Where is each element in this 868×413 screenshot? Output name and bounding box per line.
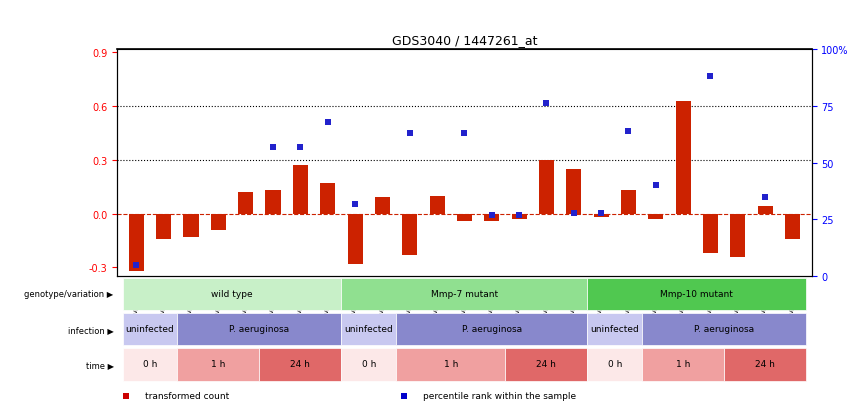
Bar <box>588 278 806 311</box>
Text: GSM196065: GSM196065 <box>215 280 221 322</box>
Bar <box>341 313 396 346</box>
Bar <box>156 214 171 239</box>
Text: 1 h: 1 h <box>676 359 690 368</box>
Text: GSM196084: GSM196084 <box>735 280 740 322</box>
Text: uninfected: uninfected <box>590 324 639 333</box>
Bar <box>648 214 663 219</box>
Text: GSM196063: GSM196063 <box>161 280 167 322</box>
Text: infection ▶: infection ▶ <box>68 325 114 334</box>
Bar <box>177 313 341 346</box>
Text: GSM196073: GSM196073 <box>434 280 440 322</box>
Text: GSM196076: GSM196076 <box>516 280 522 322</box>
Bar <box>675 102 691 214</box>
Bar <box>703 214 718 254</box>
Text: P. aeruginosa: P. aeruginosa <box>462 324 522 333</box>
Text: GSM196062: GSM196062 <box>134 280 140 322</box>
Bar <box>375 198 390 214</box>
Text: GSM196083: GSM196083 <box>707 280 713 322</box>
Bar <box>396 348 505 381</box>
Bar <box>511 214 527 219</box>
Text: 24 h: 24 h <box>291 359 310 368</box>
Bar <box>402 214 418 255</box>
Bar <box>266 191 280 214</box>
Bar <box>730 214 746 257</box>
Bar <box>320 184 335 214</box>
Bar <box>341 278 588 311</box>
Text: genotype/variation ▶: genotype/variation ▶ <box>24 290 114 299</box>
Bar <box>260 348 341 381</box>
Text: GSM196075: GSM196075 <box>489 280 495 322</box>
Text: wild type: wild type <box>211 289 253 298</box>
Text: Mmp-10 mutant: Mmp-10 mutant <box>661 289 733 298</box>
Bar <box>588 313 642 346</box>
Text: uninfected: uninfected <box>126 324 174 333</box>
Text: GSM196066: GSM196066 <box>243 280 248 322</box>
Bar <box>122 348 177 381</box>
Bar <box>505 348 588 381</box>
Bar <box>457 214 472 221</box>
Text: GSM196081: GSM196081 <box>653 280 659 322</box>
Bar <box>642 313 806 346</box>
Text: 1 h: 1 h <box>444 359 458 368</box>
Text: GSM196070: GSM196070 <box>352 280 358 322</box>
Bar <box>122 278 341 311</box>
Text: GSM196064: GSM196064 <box>188 280 194 322</box>
Bar <box>785 214 800 239</box>
Text: percentile rank within the sample: percentile rank within the sample <box>423 392 575 401</box>
Text: uninfected: uninfected <box>345 324 393 333</box>
Text: GSM196069: GSM196069 <box>325 280 331 322</box>
Bar <box>539 161 554 214</box>
Bar <box>594 214 608 218</box>
Bar <box>430 196 444 214</box>
Text: transformed count: transformed count <box>145 392 229 401</box>
Text: 0 h: 0 h <box>143 359 157 368</box>
Text: 1 h: 1 h <box>211 359 226 368</box>
Text: 24 h: 24 h <box>536 359 556 368</box>
Text: GSM196079: GSM196079 <box>598 280 604 322</box>
Text: GSM196067: GSM196067 <box>270 280 276 322</box>
Text: GSM196072: GSM196072 <box>407 280 412 322</box>
Text: 0 h: 0 h <box>608 359 622 368</box>
Text: GSM196082: GSM196082 <box>681 280 686 322</box>
Bar <box>621 191 636 214</box>
Text: GSM196085: GSM196085 <box>762 280 768 322</box>
Bar <box>183 214 199 237</box>
Bar <box>347 214 363 264</box>
Bar <box>238 192 253 214</box>
Text: P. aeruginosa: P. aeruginosa <box>229 324 289 333</box>
Bar <box>566 169 582 214</box>
Text: 0 h: 0 h <box>361 359 376 368</box>
Text: GSM196071: GSM196071 <box>379 280 385 322</box>
Text: Mmp-7 mutant: Mmp-7 mutant <box>431 289 498 298</box>
Bar <box>588 348 642 381</box>
Text: 24 h: 24 h <box>755 359 775 368</box>
Text: time ▶: time ▶ <box>86 360 114 369</box>
Text: GSM196078: GSM196078 <box>571 280 576 322</box>
Text: GSM196077: GSM196077 <box>543 280 549 322</box>
Bar <box>341 348 396 381</box>
Bar <box>177 348 260 381</box>
Bar <box>396 313 588 346</box>
Bar <box>758 207 773 214</box>
Text: P. aeruginosa: P. aeruginosa <box>694 324 754 333</box>
Bar <box>211 214 226 230</box>
Bar <box>484 214 499 221</box>
Text: GSM196086: GSM196086 <box>789 280 795 322</box>
Bar <box>642 348 724 381</box>
Text: GSM196080: GSM196080 <box>626 280 631 322</box>
Bar <box>128 214 144 271</box>
Text: GSM196074: GSM196074 <box>462 280 467 322</box>
Bar <box>293 166 308 214</box>
Text: GSM196068: GSM196068 <box>298 280 303 322</box>
Bar <box>122 313 177 346</box>
Title: GDS3040 / 1447261_at: GDS3040 / 1447261_at <box>391 34 537 47</box>
Bar <box>724 348 806 381</box>
